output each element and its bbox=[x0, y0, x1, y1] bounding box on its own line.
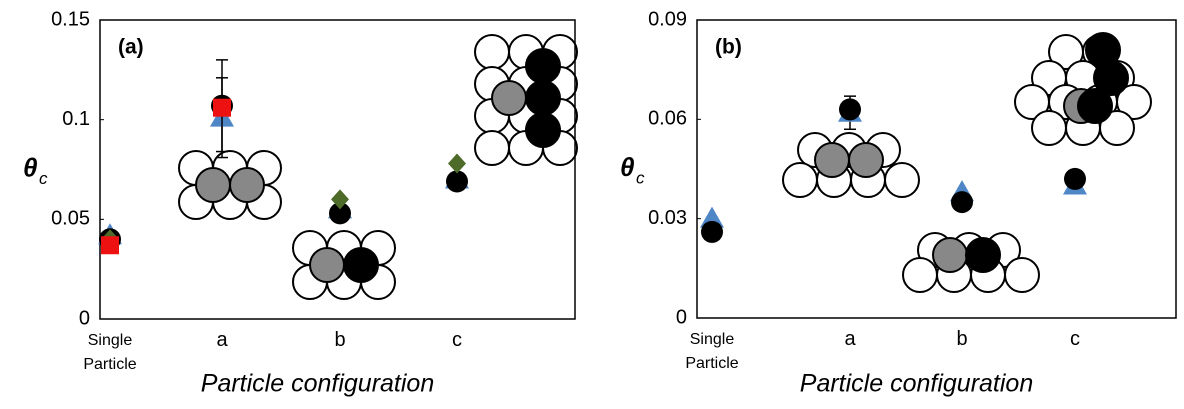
x-axis-label: Particle configuration bbox=[201, 370, 434, 398]
particle bbox=[1004, 257, 1040, 293]
point bbox=[448, 153, 466, 174]
y-tick-label: 0.15 bbox=[51, 8, 90, 30]
y-tick-label: 0.03 bbox=[648, 207, 687, 229]
particle bbox=[848, 142, 884, 178]
x-tick-label: c bbox=[452, 329, 462, 351]
y-axis-label-subscript: c bbox=[636, 168, 645, 187]
y-axis-label: θ bbox=[620, 152, 635, 182]
x-tick-label: Single Particle bbox=[83, 332, 137, 373]
x-tick-label: a bbox=[216, 329, 228, 351]
point bbox=[213, 98, 231, 117]
particle bbox=[1031, 110, 1067, 146]
particle bbox=[474, 130, 510, 166]
point bbox=[1064, 167, 1086, 190]
x-tick-label: a bbox=[844, 328, 856, 350]
particle bbox=[965, 237, 1001, 273]
particle bbox=[932, 237, 968, 273]
y-tick-label: 0.05 bbox=[51, 208, 90, 230]
x-tick-label: c bbox=[1070, 328, 1080, 350]
point bbox=[951, 191, 973, 214]
particle bbox=[1116, 84, 1152, 120]
particle bbox=[814, 142, 850, 178]
point bbox=[446, 170, 468, 193]
panel-label: (b) bbox=[715, 36, 742, 59]
particle bbox=[309, 247, 345, 283]
particle bbox=[491, 80, 527, 116]
point bbox=[101, 236, 119, 255]
y-tick-label: 0.1 bbox=[62, 108, 90, 130]
particle bbox=[525, 112, 561, 148]
point bbox=[331, 189, 349, 210]
particle bbox=[902, 257, 938, 293]
point bbox=[701, 220, 723, 243]
y-tick-label: 0 bbox=[676, 306, 687, 328]
plot-frame bbox=[99, 19, 576, 320]
x-axis-label: Particle configuration bbox=[800, 370, 1033, 398]
point bbox=[839, 98, 861, 121]
particle bbox=[1093, 60, 1129, 96]
particle bbox=[1099, 110, 1135, 146]
particle bbox=[229, 167, 265, 203]
particle bbox=[1077, 88, 1113, 124]
plot-frame bbox=[696, 19, 1177, 319]
particle bbox=[525, 48, 561, 84]
x-tick-label: b bbox=[334, 329, 346, 351]
particle bbox=[474, 34, 510, 70]
particle bbox=[884, 162, 920, 198]
point bbox=[700, 206, 724, 228]
particle bbox=[782, 162, 818, 198]
y-tick-label: 0.06 bbox=[648, 108, 687, 130]
particle bbox=[525, 80, 561, 116]
particle bbox=[195, 167, 231, 203]
point bbox=[329, 202, 351, 225]
y-tick-label: 0.09 bbox=[648, 8, 687, 30]
panel-label: (a) bbox=[118, 36, 144, 59]
y-axis-label-subscript: c bbox=[39, 169, 48, 188]
y-tick-label: 0 bbox=[79, 307, 90, 329]
y-axis-label: θ bbox=[23, 152, 38, 182]
x-tick-label: b bbox=[956, 328, 968, 350]
x-tick-label: Single Particle bbox=[685, 331, 739, 372]
particle bbox=[343, 247, 379, 283]
